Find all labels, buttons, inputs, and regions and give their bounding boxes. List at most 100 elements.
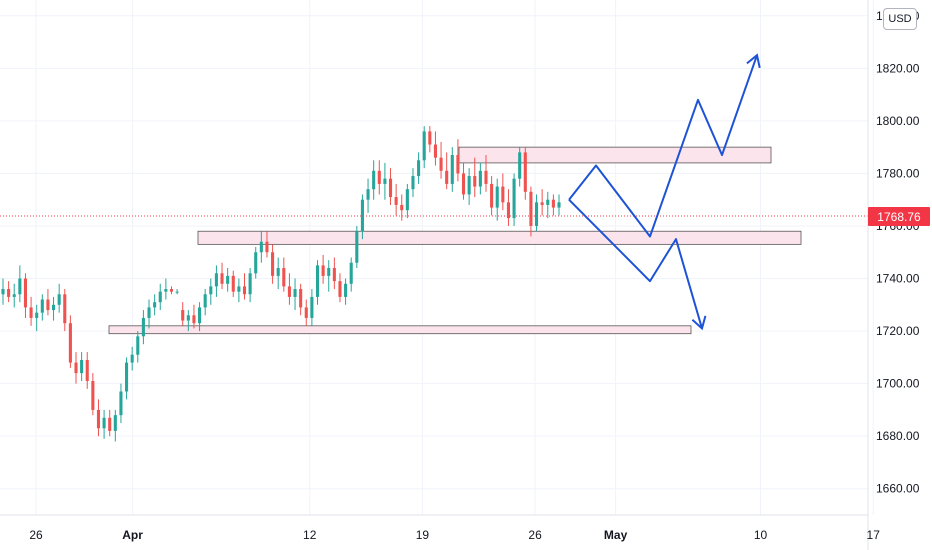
candle — [366, 178, 370, 213]
candle — [405, 183, 409, 219]
candle — [254, 246, 258, 279]
candle — [506, 189, 510, 226]
candle — [108, 409, 112, 437]
candle — [360, 194, 364, 240]
candle — [265, 231, 269, 258]
price-tick-label: 1720.00 — [876, 324, 920, 338]
candle — [490, 176, 494, 216]
candle — [214, 265, 218, 297]
time-tick-label: Apr — [122, 528, 143, 542]
time-axis[interactable]: 26 Apr 12 19 26 May 10 17 — [29, 528, 880, 542]
time-tick-label: May — [604, 528, 628, 542]
candle — [282, 257, 286, 292]
candle — [175, 289, 179, 295]
candle — [85, 352, 89, 389]
candle — [456, 139, 460, 182]
candle — [484, 155, 488, 192]
candle — [192, 304, 196, 329]
price-axis[interactable]: 1840.001820.001800.001780.001760.001740.… — [876, 9, 920, 496]
candle — [125, 357, 129, 400]
candle — [198, 302, 202, 332]
candlestick-series — [1, 126, 561, 442]
candle — [203, 289, 207, 316]
candle — [209, 278, 213, 305]
candle — [304, 299, 308, 326]
candle — [551, 194, 555, 216]
candle — [512, 173, 516, 226]
candle — [445, 152, 449, 190]
candle — [478, 162, 482, 195]
candle — [119, 383, 123, 424]
chart-grid — [0, 0, 874, 515]
candle — [439, 141, 443, 179]
candle — [299, 283, 303, 316]
candle — [80, 352, 84, 381]
support-resistance-zones — [108, 146, 802, 335]
candle — [52, 296, 56, 321]
candle — [546, 191, 550, 219]
candle — [158, 283, 162, 311]
candle — [501, 173, 505, 211]
candle — [1, 278, 5, 305]
candle — [259, 231, 263, 263]
candle — [147, 299, 151, 329]
candle — [271, 244, 275, 284]
candle — [473, 157, 477, 198]
candle — [57, 283, 61, 313]
candle — [18, 265, 22, 303]
arrow-head — [691, 315, 707, 331]
time-tick-label: 17 — [867, 528, 881, 542]
candle — [68, 315, 72, 368]
candle — [394, 183, 398, 216]
candle — [338, 273, 342, 303]
candle — [344, 278, 348, 305]
candle — [220, 262, 224, 290]
candle — [355, 225, 359, 269]
candle — [310, 289, 314, 326]
candle — [169, 286, 174, 295]
candle — [422, 126, 426, 169]
candle — [467, 168, 471, 205]
time-tick-label: 26 — [29, 528, 43, 542]
candle — [388, 168, 393, 205]
bullish-path-arrow — [568, 54, 758, 238]
candle — [23, 273, 28, 318]
candle — [181, 302, 185, 326]
candle — [557, 194, 561, 216]
candle — [495, 178, 499, 221]
candle — [411, 168, 415, 198]
candle — [153, 294, 157, 316]
price-tick-label: 1660.00 — [876, 482, 920, 496]
candle — [327, 260, 331, 292]
candle — [248, 268, 252, 303]
candle — [141, 310, 145, 345]
candle — [428, 126, 432, 153]
candle — [518, 147, 522, 187]
candle — [130, 346, 134, 371]
candle — [287, 273, 291, 305]
candle — [164, 278, 168, 300]
time-tick-label: 12 — [303, 528, 317, 542]
candle — [91, 373, 95, 416]
candle — [102, 409, 106, 439]
candle — [534, 194, 539, 232]
candle — [40, 294, 44, 321]
time-tick-label: 10 — [754, 528, 768, 542]
currency-label[interactable]: USD — [883, 8, 917, 30]
candle — [237, 278, 241, 303]
candle — [433, 131, 437, 166]
candle — [349, 257, 353, 292]
candle — [46, 289, 50, 316]
candle — [400, 194, 404, 221]
candle — [372, 160, 376, 200]
time-tick-label: 19 — [416, 528, 430, 542]
last-price-tag: 1768.76 — [868, 207, 930, 226]
candle — [450, 147, 454, 192]
candle — [529, 186, 533, 237]
candle — [321, 254, 325, 284]
arrow-head — [746, 53, 761, 69]
candle — [35, 304, 39, 332]
candle — [12, 283, 16, 308]
price-tick-label: 1680.00 — [876, 429, 920, 443]
